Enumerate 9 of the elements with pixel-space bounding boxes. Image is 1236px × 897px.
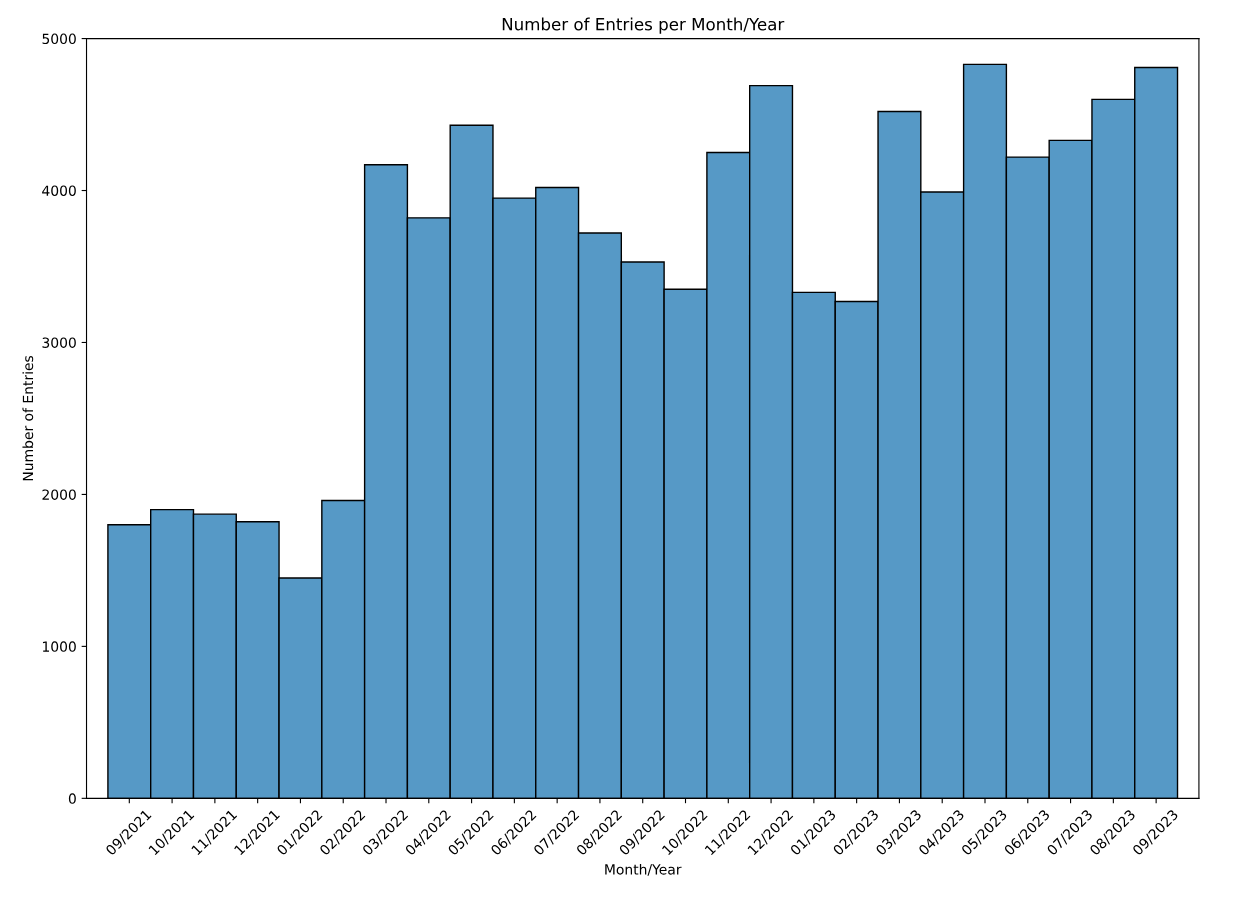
y-tick-label: 5000 (42, 33, 76, 45)
y-tick-label: 0 (68, 793, 76, 804)
y-tick-label: 3000 (42, 337, 76, 348)
y-tick-label: 2000 (42, 489, 76, 500)
x-axis-title: Month/Year (605, 863, 682, 876)
y-tick-label: 1000 (42, 641, 76, 652)
y-tick-label: 4000 (42, 185, 76, 196)
y-axis-title: Number of Entries (22, 355, 34, 481)
chart-title: Number of Entries per Month/Year (502, 17, 785, 34)
